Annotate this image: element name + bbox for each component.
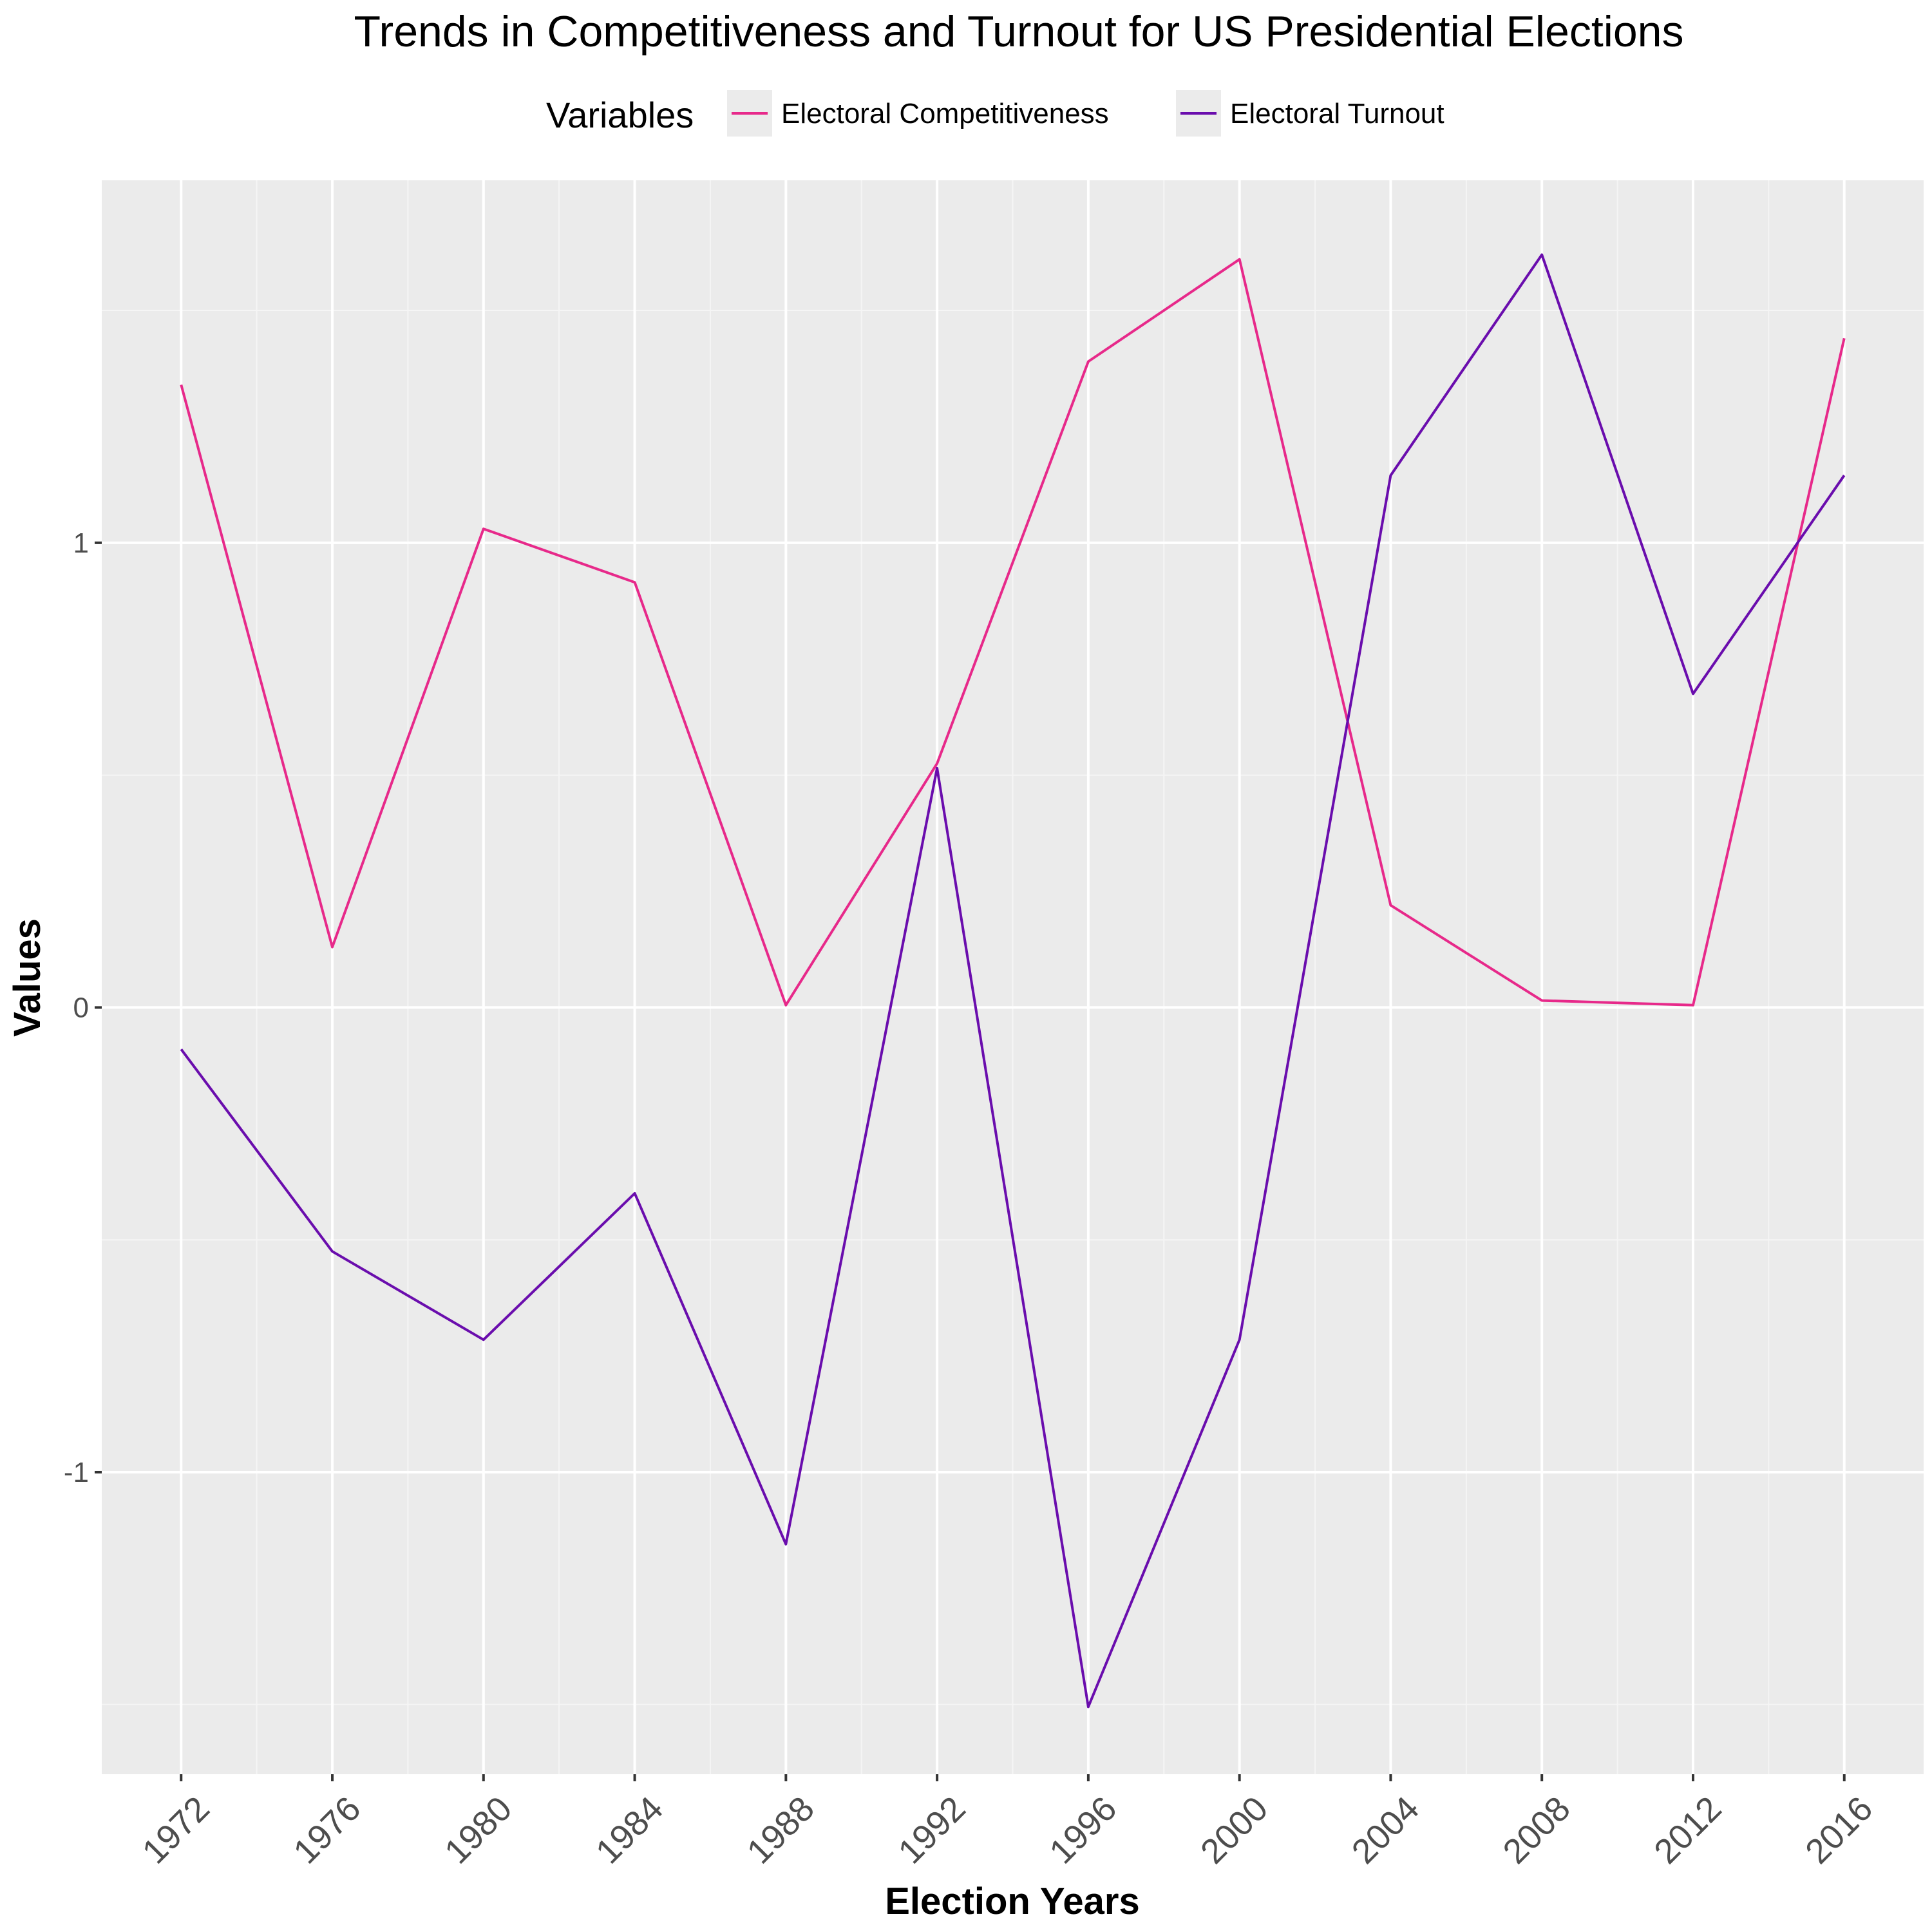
x-tick-label: 2000 xyxy=(1193,1789,1275,1871)
chart-title: Trends in Competitiveness and Turnout fo… xyxy=(354,7,1684,56)
x-axis-ticks: 1972 1976 1980 1984 1988 1992 1996 2000 2004 2008… xyxy=(135,1774,1880,1871)
legend-title: Variables xyxy=(546,95,694,135)
x-tick-label: 2012 xyxy=(1647,1789,1728,1871)
y-tick-label: 0 xyxy=(73,992,89,1023)
legend-label-electoral-competitiveness: Electoral Competitiveness xyxy=(781,98,1109,129)
x-tick-label: 2004 xyxy=(1345,1789,1426,1871)
series-line-electoral-competitiveness xyxy=(180,258,1846,1007)
x-tick-label: 1972 xyxy=(135,1789,217,1871)
minor-gridlines xyxy=(102,180,1924,1774)
major-gridlines xyxy=(102,180,1924,1774)
x-tick-label: 1992 xyxy=(891,1789,972,1871)
x-tick-label: 1996 xyxy=(1042,1789,1124,1871)
x-tick-label: 1980 xyxy=(437,1789,519,1871)
y-tick-label: 1 xyxy=(73,527,89,559)
x-tick-label: 2016 xyxy=(1798,1789,1880,1871)
y-axis-ticks: -1 0 1 xyxy=(64,527,102,1488)
x-tick-label: 2008 xyxy=(1495,1789,1577,1871)
y-tick-label: -1 xyxy=(64,1457,89,1488)
x-tick-label: 1976 xyxy=(286,1789,368,1871)
x-tick-label: 1988 xyxy=(740,1789,822,1871)
x-tick-label: 1984 xyxy=(589,1789,670,1871)
series-line-electoral-turnout xyxy=(180,253,1846,1709)
legend: Variables Electoral Competitiveness Elect… xyxy=(546,90,1444,137)
legend-label-electoral-turnout: Electoral Turnout xyxy=(1230,98,1444,129)
series-lines xyxy=(180,253,1846,1709)
x-axis-title: Election Years xyxy=(885,1880,1140,1922)
y-axis-title: Values xyxy=(6,918,48,1037)
